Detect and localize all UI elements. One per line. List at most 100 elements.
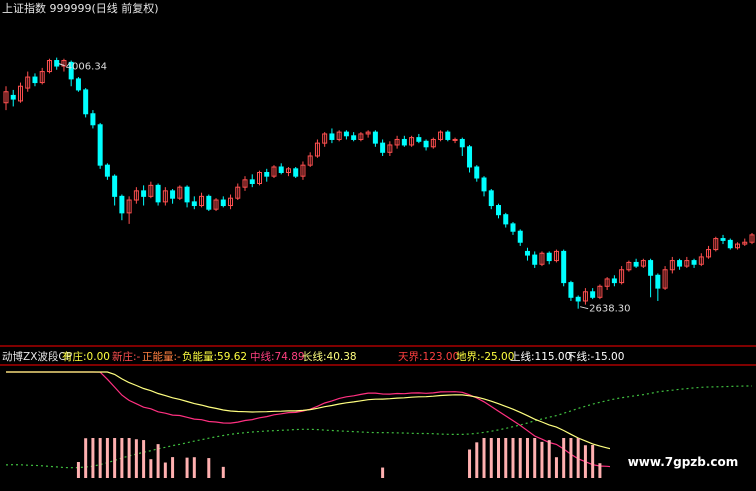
candle-body: [68, 61, 74, 80]
indicator-bar: [185, 457, 189, 478]
indicator-bar: [598, 463, 602, 478]
candle-body: [213, 199, 219, 210]
candle-body: [285, 168, 291, 173]
candle-body: [648, 260, 654, 276]
candle-body: [438, 131, 444, 140]
high-marker-line: [58, 63, 65, 67]
candle-body: [430, 138, 436, 148]
candle-body: [423, 140, 429, 148]
candle-body: [119, 195, 125, 214]
candle-body: [546, 252, 552, 262]
candle-body: [611, 278, 617, 284]
candle-body: [177, 186, 183, 199]
indicator-item-5: 长线:40.38: [302, 351, 357, 363]
candle-body: [322, 133, 328, 144]
indicator-bar: [497, 438, 501, 478]
candle-body: [155, 184, 161, 203]
indicator-bar: [127, 438, 131, 478]
candle-body: [517, 230, 523, 243]
indicator-bar: [554, 457, 558, 478]
indicator-bar: [569, 438, 573, 478]
candle-body: [742, 241, 748, 245]
candle-body: [503, 214, 509, 225]
candle-body: [300, 164, 306, 177]
chart-title: 上证指数 999999(日线 前复权): [2, 2, 159, 15]
indicator-bar: [591, 444, 595, 478]
watermark: www.7gpzb.com: [610, 437, 756, 487]
indicator-item-8: 上线:115.00: [510, 351, 572, 363]
candle-body: [662, 269, 668, 289]
candle-body: [141, 190, 147, 197]
candle-body: [184, 186, 190, 203]
candle-body: [626, 261, 632, 271]
candle-body: [698, 256, 704, 265]
candle-body: [532, 254, 538, 265]
high-marker-label: 4006.34: [66, 62, 107, 73]
candle-body: [104, 164, 110, 177]
candle-body: [25, 76, 31, 89]
candle-body: [727, 239, 733, 249]
candle-body: [32, 76, 38, 84]
candle-body: [372, 131, 378, 144]
candle-body: [401, 138, 407, 146]
indicator-bar: [468, 449, 472, 478]
indicator-item-7: 地界:-25.00: [456, 351, 515, 363]
candle-body: [677, 260, 683, 267]
indicator-bar: [120, 438, 124, 478]
candle-body: [220, 199, 226, 207]
candle-body: [358, 133, 364, 140]
candle-body: [655, 274, 661, 289]
candle-body: [112, 175, 118, 197]
candle-body: [307, 155, 313, 166]
low-marker-line: [580, 306, 589, 310]
candle-body: [553, 250, 559, 262]
indicator-bar: [576, 438, 580, 478]
indicator-bar: [547, 440, 551, 478]
candle-body: [380, 142, 386, 153]
indicator-name: 动博ZX波段CP: [2, 351, 73, 363]
indicator-bar: [163, 462, 167, 478]
candle-body: [568, 282, 574, 298]
candle-body: [206, 195, 212, 210]
candle-body: [561, 250, 567, 284]
candle-body: [256, 171, 262, 185]
candle-body: [133, 190, 139, 201]
indicator-bar: [540, 441, 544, 478]
indicator-bar: [482, 438, 486, 478]
indicator-bar: [171, 457, 175, 478]
candle-body: [409, 137, 415, 146]
indicator-bar: [511, 438, 515, 478]
candle-body: [684, 260, 690, 267]
indicator-bar: [91, 438, 95, 478]
candle-body: [75, 78, 81, 91]
candle-body: [474, 166, 480, 179]
candle-body: [336, 131, 342, 140]
candle-body: [524, 250, 530, 256]
candle-body: [242, 179, 248, 188]
candle-body: [590, 291, 596, 298]
indicator-bar: [504, 438, 508, 478]
candle-body: [510, 223, 516, 232]
indicator-bar: [583, 445, 587, 478]
indicator-bar: [113, 438, 117, 478]
candle-body: [582, 291, 588, 302]
indicator-bar: [84, 438, 88, 478]
candle-body: [271, 166, 277, 177]
candle-body: [199, 195, 205, 207]
indicator-bar: [221, 466, 225, 478]
low-marker-label: 2638.30: [589, 304, 630, 315]
candle-body: [235, 186, 241, 199]
indicator-bar: [98, 438, 102, 478]
candle-body: [54, 60, 60, 67]
candle-body: [170, 190, 176, 199]
candle-body: [640, 260, 646, 267]
indicator-item-2: 正能量:-: [142, 351, 181, 363]
candle-body: [496, 205, 502, 216]
candle-body: [17, 85, 23, 102]
candle-body: [394, 138, 400, 146]
indicator-bar: [207, 458, 211, 478]
indicator-item-6: 天界:123.00: [398, 351, 460, 363]
candle-body: [228, 197, 234, 207]
